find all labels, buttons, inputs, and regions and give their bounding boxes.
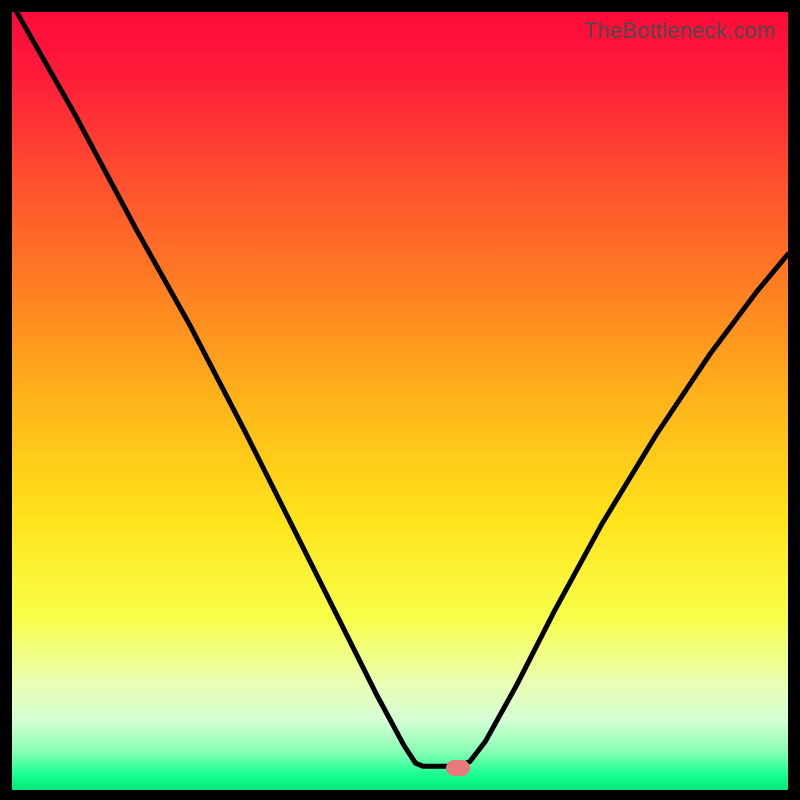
watermark-label: TheBottleneck.com <box>584 18 776 44</box>
bottleneck-curve <box>12 12 788 788</box>
plot-area: TheBottleneck.com <box>12 12 788 790</box>
optimum-marker <box>446 760 470 776</box>
chart-frame: TheBottleneck.com <box>0 0 800 800</box>
